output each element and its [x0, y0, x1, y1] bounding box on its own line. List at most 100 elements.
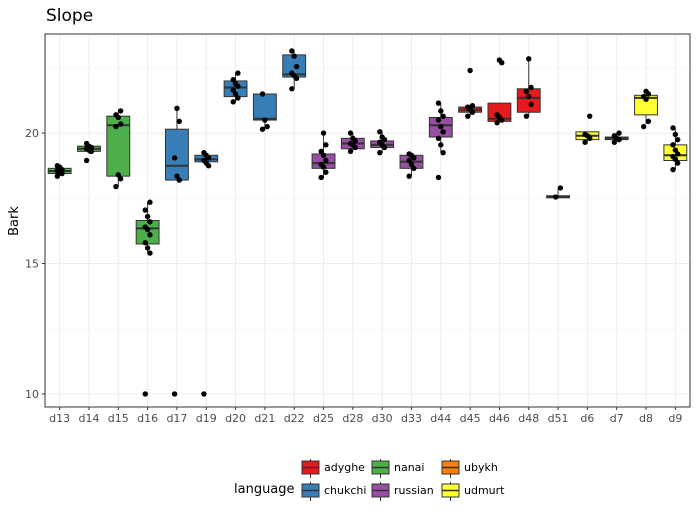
x-tick-label: d6 [580, 412, 594, 425]
data-point [616, 130, 622, 136]
data-point [611, 133, 618, 139]
legend: language adyghe nanai ubykh chukchi russian ud… [234, 459, 505, 501]
data-point [672, 147, 679, 153]
data-point [230, 99, 236, 105]
data-point [54, 163, 61, 169]
data-point [672, 131, 679, 138]
y-axis: 10 15 20 [25, 127, 45, 401]
data-point [171, 155, 178, 161]
data-point [670, 142, 676, 148]
data-point [147, 232, 153, 238]
data-point [318, 161, 324, 168]
data-point [259, 126, 266, 132]
data-point [144, 213, 151, 220]
data-point [406, 173, 412, 179]
x-tick-label: d20 [225, 412, 246, 425]
data-point [176, 177, 182, 183]
data-point [323, 157, 329, 164]
data-point [259, 91, 266, 97]
data-point [377, 139, 383, 145]
data-point [643, 88, 649, 95]
x-tick-label: d48 [518, 412, 539, 425]
data-point [117, 121, 124, 127]
data-point [230, 87, 236, 93]
data-point [523, 88, 530, 95]
data-point [113, 183, 119, 190]
legend-label: russian [394, 484, 434, 497]
data-point [377, 129, 383, 135]
data-point [147, 219, 153, 225]
data-point [640, 93, 647, 100]
data-point [264, 123, 270, 130]
x-tick-label: d28 [342, 412, 363, 425]
data-point [494, 112, 500, 118]
box-rect [252, 93, 277, 121]
data-point [113, 112, 119, 118]
data-point [435, 135, 442, 142]
data-point [54, 168, 61, 174]
data-point [494, 119, 500, 126]
legend-item-russian: russian [371, 482, 434, 501]
data-point [347, 140, 354, 147]
data-point [670, 166, 676, 173]
data-point [670, 153, 676, 160]
data-point [83, 140, 90, 147]
data-point [201, 149, 207, 156]
data-point [142, 224, 148, 230]
data-point [553, 194, 559, 200]
x-tick-label: d14 [78, 412, 99, 425]
data-point [440, 113, 446, 119]
x-tick-label: d44 [430, 412, 451, 425]
legend-label: adyghe [324, 461, 365, 474]
y-tick-label: 10 [25, 388, 39, 401]
data-point [176, 118, 182, 125]
data-point [465, 113, 471, 119]
data-point [144, 245, 151, 251]
data-point [440, 129, 446, 135]
data-point [142, 391, 148, 397]
x-tick-label: d17 [166, 412, 187, 425]
y-tick-label: 15 [25, 258, 39, 271]
legend-title: language [234, 482, 295, 497]
x-tick-label: d8 [639, 412, 653, 425]
data-point [467, 67, 473, 74]
data-point [674, 151, 681, 157]
data-point [232, 80, 239, 87]
data-point [557, 185, 564, 191]
data-point [438, 123, 444, 130]
data-point [528, 101, 534, 108]
data-point [320, 130, 327, 136]
data-point [323, 169, 329, 175]
data-point [469, 103, 476, 109]
x-tick-label: d9 [668, 412, 682, 425]
data-point [674, 160, 681, 166]
x-tick-label: d51 [548, 412, 569, 425]
data-point [289, 86, 295, 92]
data-point [293, 63, 300, 70]
data-point [406, 151, 412, 157]
legend-item-adyghe: adyghe [301, 459, 365, 478]
x-tick-label: d19 [196, 412, 217, 425]
data-point [289, 48, 295, 54]
data-point [142, 239, 148, 246]
data-point [54, 173, 61, 179]
data-point [230, 76, 236, 83]
data-point [435, 174, 442, 181]
data-point [347, 148, 354, 155]
data-point [235, 70, 241, 76]
data-point [670, 125, 676, 131]
data-point [435, 117, 442, 123]
data-point [174, 105, 180, 112]
data-point [645, 118, 652, 125]
legend-label: ubykh [464, 461, 498, 474]
data-point [147, 250, 153, 256]
legend-label: nanai [394, 461, 424, 474]
data-point [438, 108, 444, 114]
legend-item-chukchi: chukchi [301, 482, 366, 501]
data-point [496, 57, 503, 63]
box-rect [164, 128, 189, 181]
data-point [318, 174, 324, 181]
x-tick-label: d21 [254, 412, 275, 425]
data-point [582, 139, 588, 145]
